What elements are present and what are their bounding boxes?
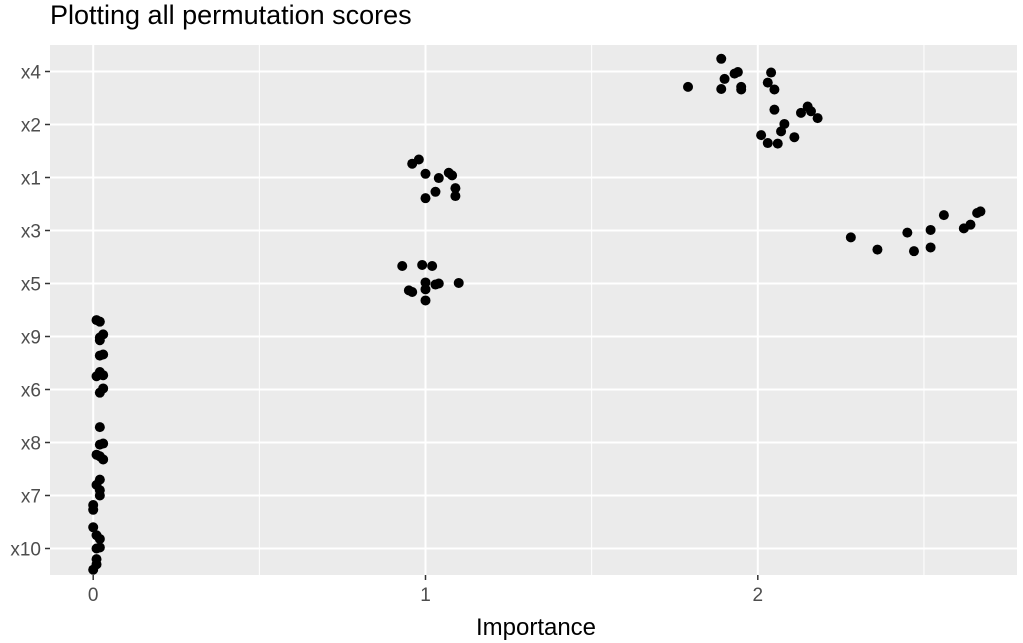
y-tick-label-x1: x1 <box>21 169 41 190</box>
data-point-x3-2 <box>450 191 461 202</box>
y-tick-label-x4: x4 <box>21 63 42 84</box>
data-point-x5-7 <box>453 277 464 288</box>
data-point-x3-1 <box>430 186 441 197</box>
data-point-x1-7 <box>736 84 747 95</box>
data-point-x9-1 <box>98 349 109 360</box>
y-tick-label-x10: x10 <box>10 540 41 561</box>
data-point-x4-4 <box>925 224 936 235</box>
data-point-x7-1 <box>88 500 99 511</box>
data-point-x5-8 <box>397 261 408 272</box>
data-point-x9-6 <box>94 332 105 343</box>
data-point-x5-9 <box>417 259 428 270</box>
data-point-x8-4 <box>98 438 109 449</box>
data-point-x1-2 <box>719 73 730 84</box>
data-point-x2-6 <box>769 104 780 115</box>
data-point-x10-7 <box>88 522 99 533</box>
data-point-x3-0 <box>420 193 431 204</box>
data-point-x2-5 <box>789 132 800 143</box>
plot-panel <box>50 45 1017 575</box>
data-point-x10-2 <box>91 554 102 565</box>
data-point-x5-6 <box>433 278 444 289</box>
data-point-x5-3 <box>420 284 431 295</box>
data-point-x2-4 <box>779 118 790 129</box>
axis-ticks <box>45 70 759 580</box>
data-point-x5-10 <box>427 261 438 272</box>
data-point-x1-3 <box>716 53 727 64</box>
data-point-x3-3 <box>450 183 461 194</box>
data-point-x5-0 <box>420 295 431 306</box>
data-point-x8-2 <box>94 451 105 462</box>
data-point-x4-0 <box>845 232 856 243</box>
y-tick-label-x9: x9 <box>21 328 41 349</box>
data-point-x4-2 <box>902 227 913 238</box>
data-point-x3-7 <box>447 170 458 181</box>
y-tick-label-x3: x3 <box>21 222 41 243</box>
x-tick-label-0: 0 <box>88 585 99 606</box>
y-axis-labels: x10 x7 x8 x6 x9 x5 x3 x1 x2 x4 <box>10 63 41 561</box>
data-point-x5-4 <box>420 277 431 288</box>
data-point-x9-5 <box>91 315 102 326</box>
data-point-x1-1 <box>716 83 727 94</box>
data-point-x6-5 <box>94 367 105 378</box>
y-tick-label-x6: x6 <box>21 381 41 402</box>
data-point-x10-4 <box>94 542 105 553</box>
data-point-x4-5 <box>925 242 936 253</box>
data-points <box>88 53 986 575</box>
data-point-x6-1 <box>98 383 109 394</box>
data-point-x3-9 <box>413 154 424 165</box>
y-tick-label-x7: x7 <box>21 487 41 508</box>
data-point-x1-0 <box>683 81 694 92</box>
x-axis-title: Importance <box>476 614 596 641</box>
data-point-x2-7 <box>796 107 807 118</box>
data-point-x3-5 <box>420 168 431 179</box>
data-point-x1-8 <box>762 77 773 88</box>
x-tick-label-1: 1 <box>420 585 431 606</box>
x-tick-label-2: 2 <box>753 585 764 606</box>
data-point-x7-5 <box>94 474 105 485</box>
y-tick-label-x2: x2 <box>21 116 41 137</box>
data-point-x1-5 <box>732 67 743 78</box>
data-point-x4-6 <box>938 210 949 221</box>
data-point-x2-2 <box>772 138 783 149</box>
data-point-x1-10 <box>769 84 780 95</box>
data-point-x1-9 <box>766 67 777 78</box>
data-point-x5-2 <box>407 286 418 297</box>
data-point-x2-9 <box>805 106 816 117</box>
data-point-x2-1 <box>762 138 773 149</box>
data-point-x2-10 <box>812 113 823 124</box>
data-point-x4-10 <box>975 206 986 217</box>
chart-title: Plotting all permutation scores <box>50 0 412 30</box>
y-tick-label-x5: x5 <box>21 275 41 296</box>
data-point-x10-6 <box>91 530 102 541</box>
data-point-x3-4 <box>433 173 444 184</box>
data-point-x4-8 <box>965 219 976 230</box>
data-point-x4-3 <box>908 246 919 257</box>
data-point-x8-5 <box>94 422 105 433</box>
data-point-x4-1 <box>872 244 883 255</box>
y-tick-label-x8: x8 <box>21 434 41 455</box>
x-axis-labels: 0 1 2 <box>88 585 763 606</box>
data-point-x2-0 <box>756 130 767 141</box>
